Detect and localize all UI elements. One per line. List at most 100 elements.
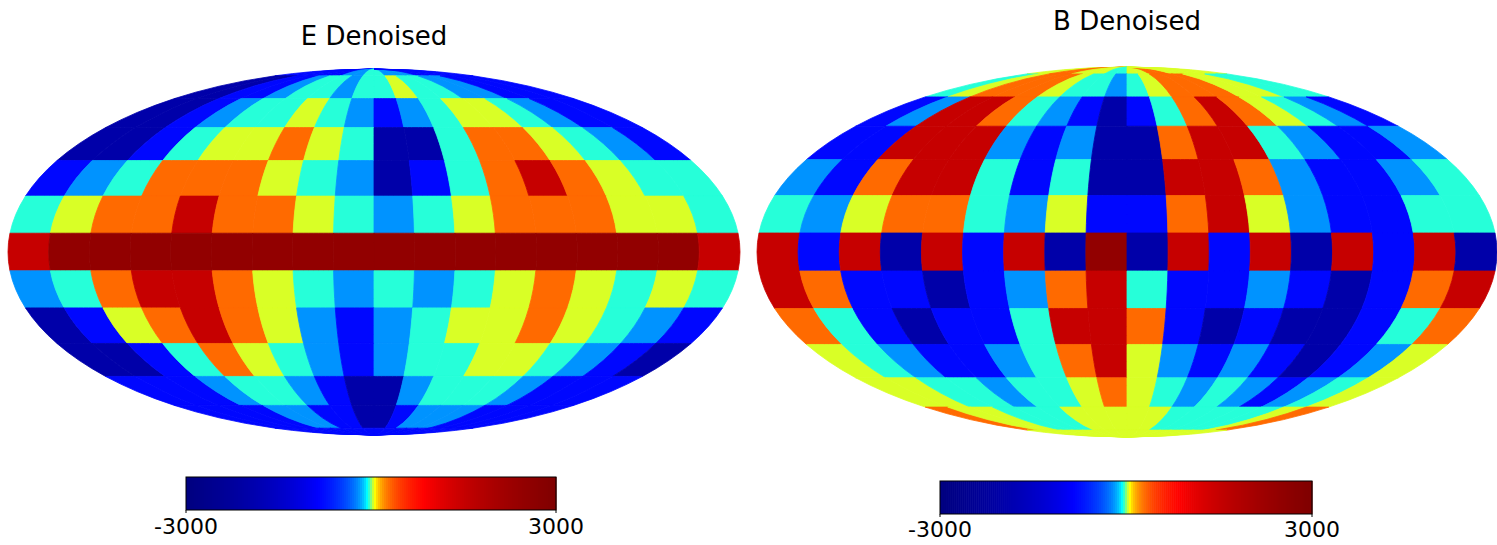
map-cell	[1412, 308, 1479, 344]
map-cell	[451, 196, 495, 233]
map-cell	[1127, 308, 1166, 344]
map-cell	[414, 233, 455, 271]
map-cell	[1205, 196, 1249, 233]
map-cell	[344, 99, 374, 128]
map-cell	[1094, 67, 1127, 74]
map-cell	[963, 271, 1009, 308]
map-cell	[344, 376, 374, 405]
map-cell	[1127, 271, 1168, 308]
map-cell	[1205, 407, 1307, 430]
map-cell	[880, 233, 922, 271]
map-cell	[551, 376, 642, 405]
panel-title: B Denoised	[1053, 6, 1201, 36]
map-cell	[1440, 196, 1495, 233]
map-cell	[1205, 74, 1307, 97]
map-cell	[1060, 430, 1127, 437]
map-cell	[8, 233, 50, 271]
map-cell	[374, 69, 473, 76]
map-cell	[1291, 233, 1333, 271]
map-cell	[451, 271, 495, 308]
map-cell	[1116, 67, 1127, 74]
map-cell	[1166, 196, 1209, 233]
map-cell	[1368, 126, 1447, 159]
map-cell	[1127, 67, 1227, 74]
map-cell	[1127, 160, 1166, 196]
map-cell	[308, 69, 374, 76]
map-cell	[1049, 67, 1127, 74]
map-cell	[1331, 233, 1373, 271]
map-cell	[1038, 67, 1127, 74]
map-cell	[757, 233, 800, 271]
colorbar-frame	[940, 481, 1312, 514]
map-cell	[374, 161, 413, 197]
map-cell	[1440, 271, 1495, 308]
map-cell	[374, 233, 415, 271]
map-cell	[1088, 308, 1127, 344]
map-cell	[335, 308, 374, 344]
map-cell	[1454, 233, 1497, 271]
map-cell	[551, 99, 642, 128]
map-cell	[413, 271, 455, 308]
map-cell	[536, 233, 578, 271]
map-cell	[293, 233, 334, 271]
map-cell	[304, 343, 345, 376]
map-cell	[1045, 233, 1086, 271]
colorbar-tick	[186, 510, 187, 513]
colorbar: -30003000	[908, 481, 1340, 542]
map-cell	[1413, 233, 1456, 271]
map-cell	[1010, 308, 1056, 344]
map-cell	[374, 308, 413, 344]
map-cell	[1086, 196, 1127, 233]
map-cell	[339, 128, 374, 161]
map-cell	[657, 233, 699, 271]
map-cell	[1049, 160, 1092, 196]
map-cell	[490, 196, 536, 233]
map-cell	[1166, 271, 1209, 308]
map-cell	[49, 233, 91, 271]
map-cell	[1168, 233, 1209, 271]
map-cell	[1010, 160, 1056, 196]
map-cell	[923, 271, 971, 308]
map-cell	[258, 308, 304, 344]
map-cell	[319, 428, 374, 435]
map-cell	[1250, 233, 1292, 271]
map-cell	[330, 69, 374, 76]
map-cell	[1088, 160, 1127, 196]
colorbar-frame	[186, 477, 556, 510]
map-cell	[798, 233, 841, 271]
map-cell	[1163, 308, 1206, 344]
map-cell	[297, 308, 339, 344]
map-cell	[1105, 74, 1127, 97]
map-cell	[130, 233, 172, 271]
map-cell	[304, 128, 345, 161]
panel-title: E Denoised	[301, 21, 447, 51]
map-cell	[374, 128, 409, 161]
map-cell	[253, 196, 297, 233]
map-cell	[172, 196, 219, 233]
map-cell	[293, 271, 335, 308]
map-cell	[462, 76, 574, 99]
map-cell	[409, 161, 451, 197]
map-cell	[374, 428, 473, 435]
map-cell	[275, 69, 374, 76]
map-cell	[684, 271, 738, 308]
map-cell	[339, 343, 374, 376]
map-cell	[1127, 196, 1168, 233]
map-cell	[698, 233, 740, 271]
colorbar-tick-label: -3000	[908, 517, 972, 542]
map-cell	[495, 233, 536, 271]
map-cell	[352, 69, 374, 76]
map-cell	[335, 161, 374, 197]
map-cell	[1004, 271, 1048, 308]
map-cell	[297, 69, 374, 76]
sky-map	[757, 67, 1497, 437]
map-cell	[1097, 378, 1127, 407]
map-cell	[963, 196, 1009, 233]
map-cell	[363, 428, 374, 435]
map-cell	[297, 428, 374, 435]
map-cell	[921, 233, 963, 271]
map-cell	[413, 196, 455, 233]
map-cell	[684, 196, 738, 233]
map-cell	[1127, 430, 1227, 437]
map-cell	[1086, 271, 1127, 308]
